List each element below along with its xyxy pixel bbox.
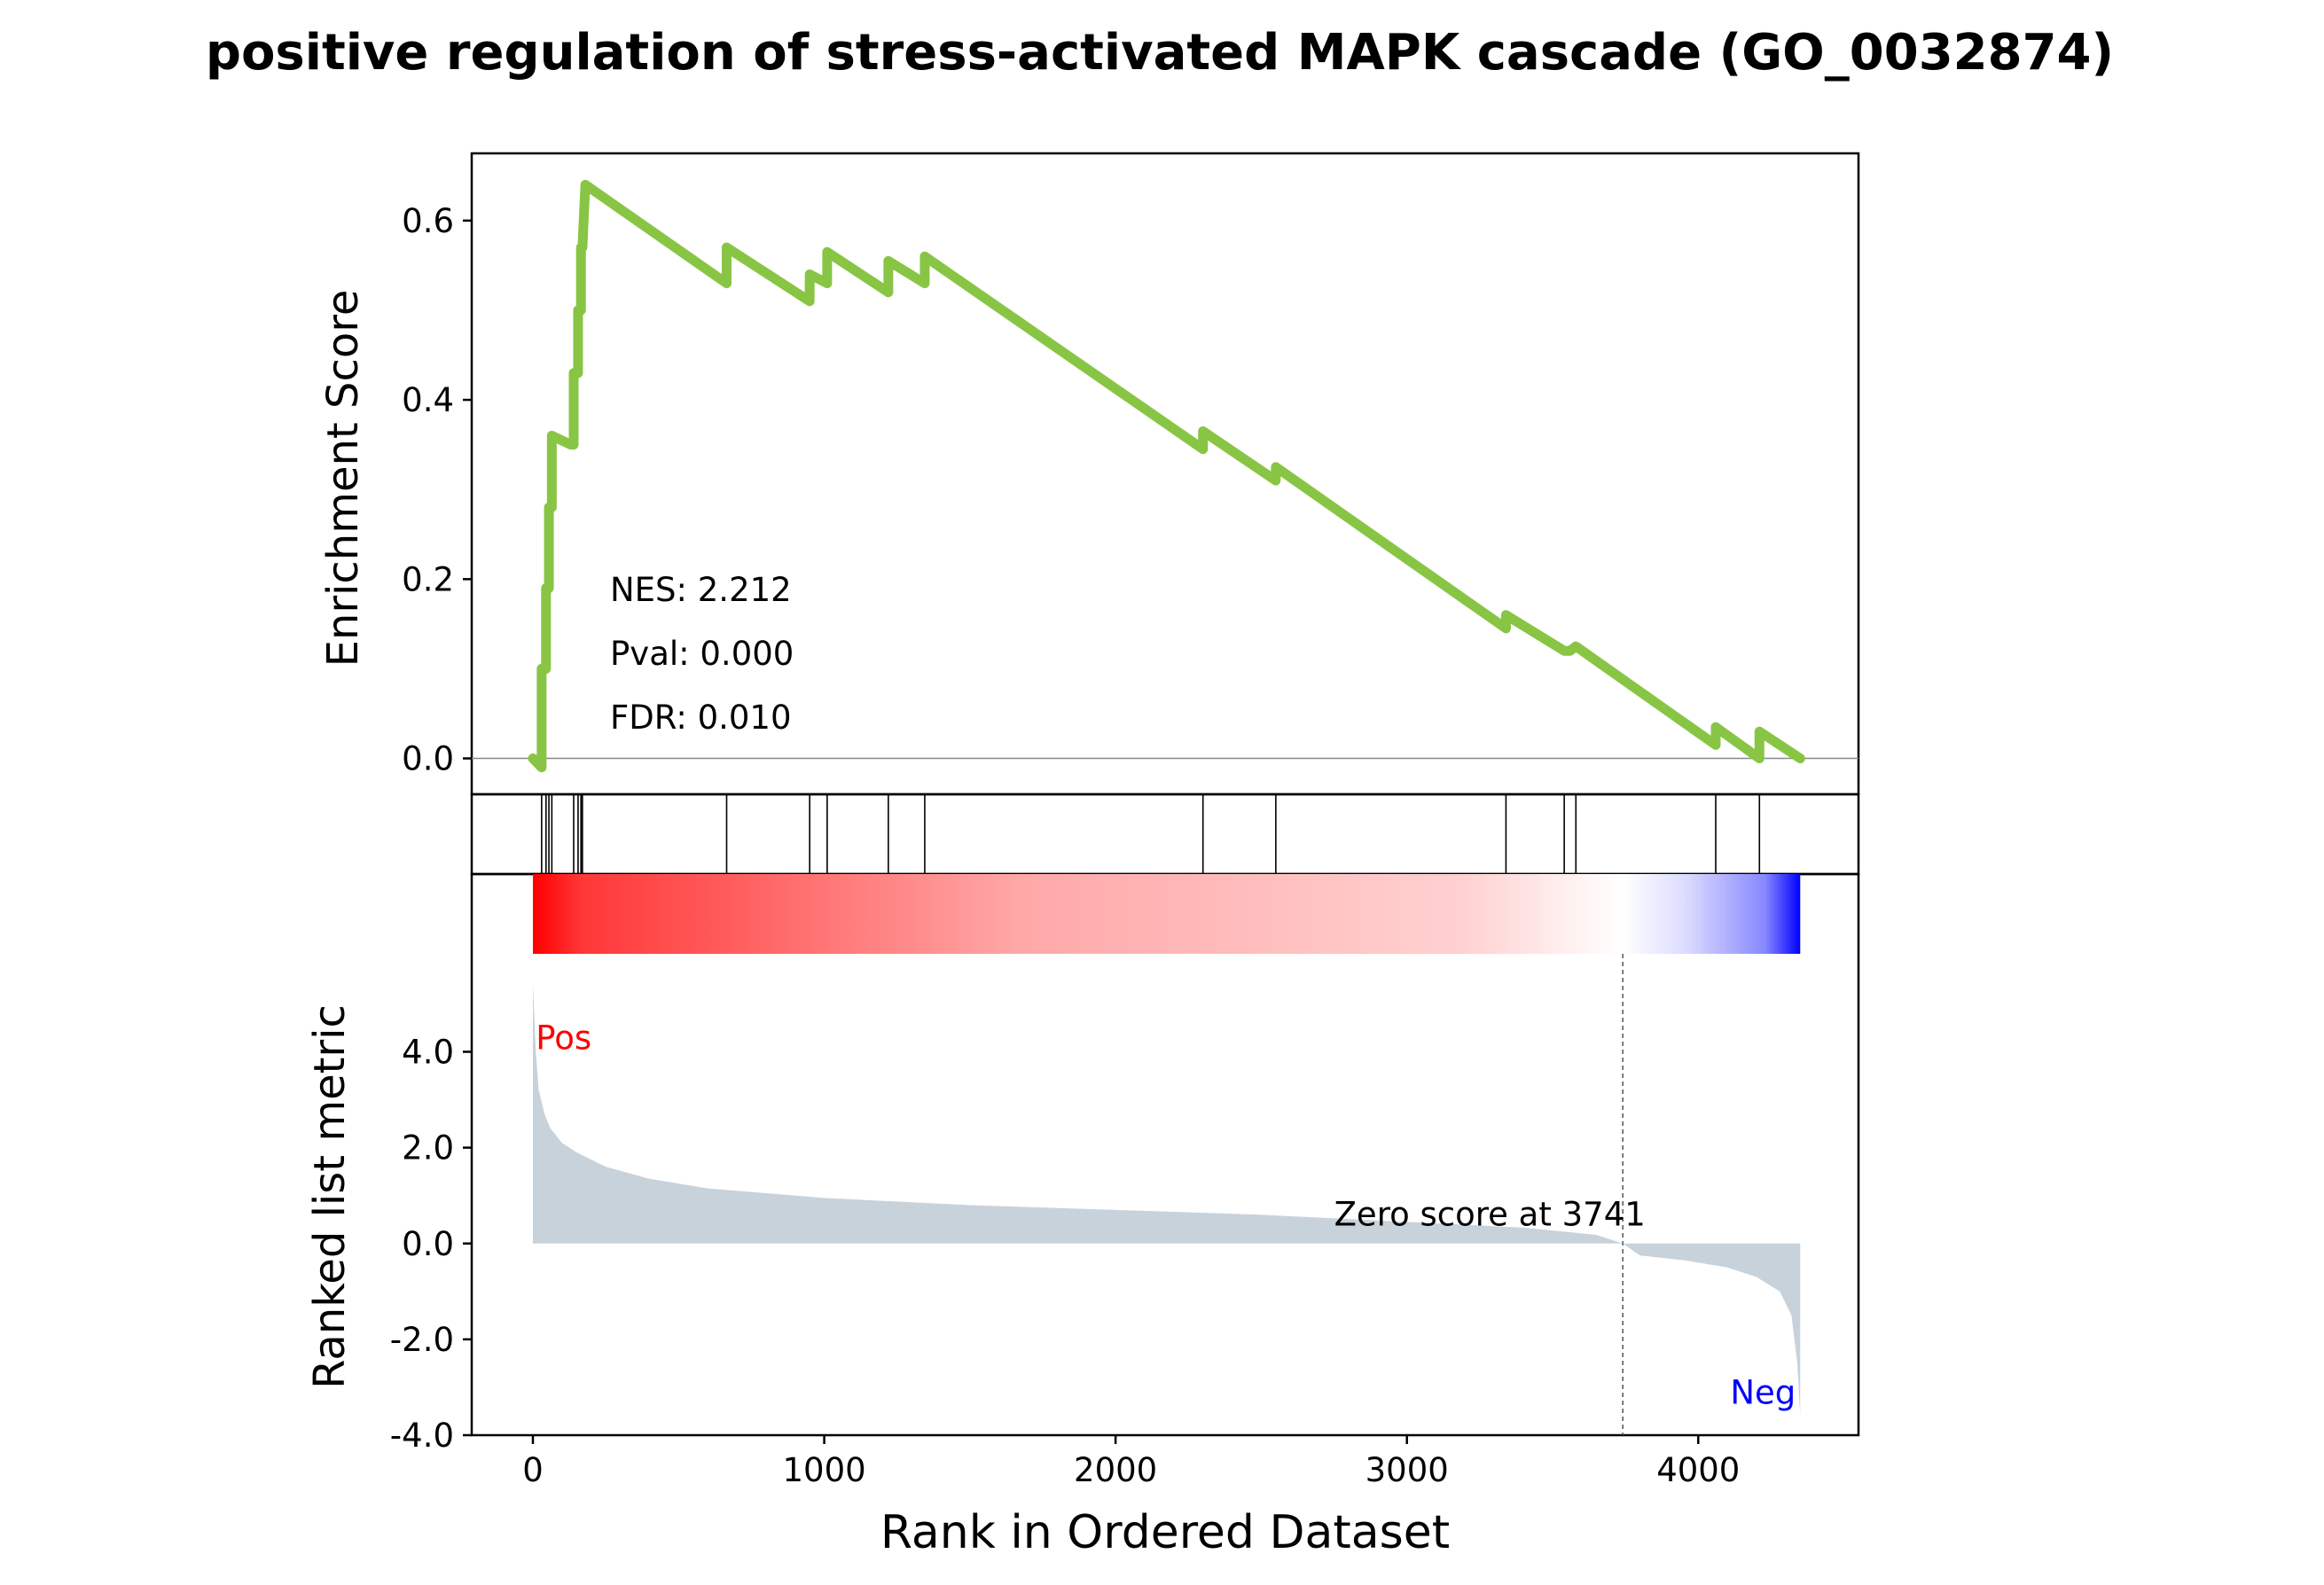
es-y-ticks: 0.0 0.2 0.4 0.6 (402, 202, 472, 778)
es-running-line (528, 179, 1805, 773)
pos-label: Pos (536, 1019, 591, 1057)
es-y-tick-label: 0.6 (402, 202, 454, 240)
es-stat-line: FDR: 0.010 (610, 699, 792, 737)
hits-panel-frame (470, 792, 1860, 876)
x-tick-label: 4000 (1656, 1451, 1740, 1489)
es-y-tick-label: 0.0 (402, 740, 454, 778)
metric-area (533, 984, 1801, 1417)
x-tick-label: 0 (522, 1451, 544, 1489)
metric-y-ticks: 4.0 2.0 0.0 -2.0 -4.0 (390, 1034, 472, 1455)
es-y-tick-label: 0.2 (402, 560, 454, 598)
es-y-tick-label: 0.4 (402, 381, 454, 419)
x-tick-label: 3000 (1365, 1451, 1449, 1489)
metric-y-tick-label: 0.0 (402, 1225, 454, 1263)
metric-panel: Zero score at 3741 Pos Neg 4.0 2.0 0.0 -2.0… (305, 872, 1860, 1455)
metric-panel-frame (470, 872, 1860, 1437)
es-stats: NES: 2.212 Pval: 0.000 FDR: 0.010 (610, 571, 794, 737)
neg-label: Neg (1730, 1373, 1796, 1411)
x-axis-label: Rank in Ordered Dataset (880, 1506, 1450, 1559)
es-panel: 0.0 0.2 0.4 0.6 NES: 2.212 Pval: 0.000 FDR: 0… (318, 152, 1860, 796)
rank-colorbar (533, 874, 1801, 954)
metric-y-tick-label: 4.0 (402, 1034, 454, 1072)
metric-y-tick-label: 2.0 (402, 1129, 454, 1167)
zero-score-annotation: Zero score at 3741 (1334, 1195, 1646, 1233)
metric-y-axis-label: Ranked list metric (305, 1004, 355, 1389)
hits-panel (470, 792, 1860, 876)
metric-y-tick-label: -4.0 (390, 1417, 454, 1455)
metric-y-tick-label: -2.0 (390, 1321, 454, 1359)
es-y-axis-label: Enrichment Score (318, 290, 368, 668)
es-stat-line: NES: 2.212 (610, 571, 792, 609)
chart-title: positive regulation of stress-activated … (206, 24, 2114, 82)
x-tick-label: 1000 (782, 1451, 865, 1489)
x-ticks: 0 1000 2000 3000 4000 (522, 1435, 1740, 1489)
x-tick-label: 2000 (1074, 1451, 1157, 1489)
hit-lines (541, 794, 1761, 874)
es-stat-line: Pval: 0.000 (610, 635, 794, 673)
